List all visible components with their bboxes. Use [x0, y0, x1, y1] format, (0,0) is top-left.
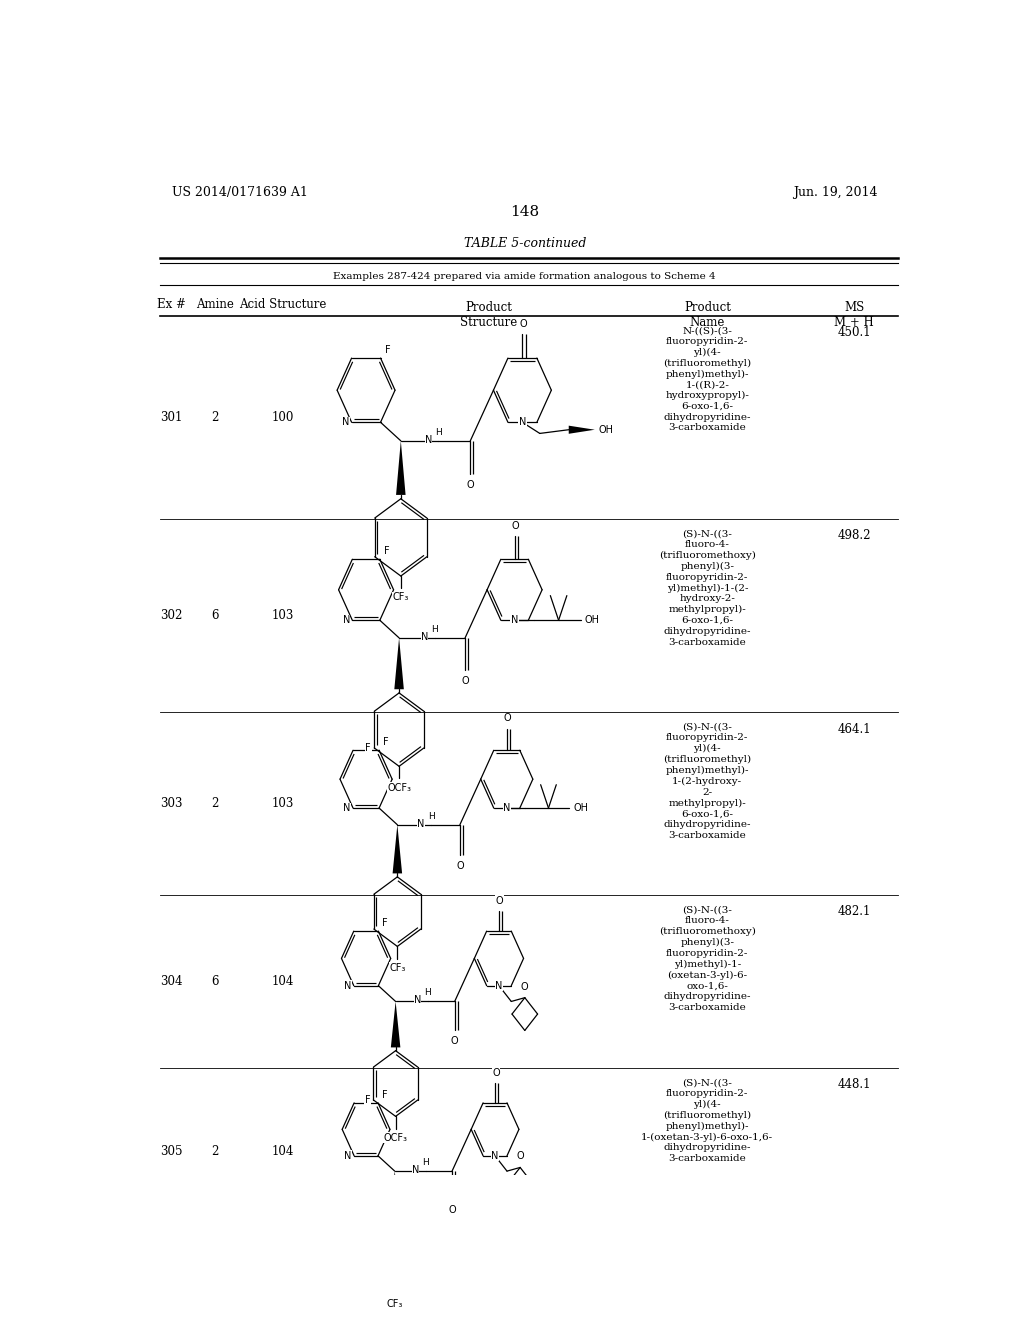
- Text: 482.1: 482.1: [838, 906, 870, 919]
- Text: 103: 103: [271, 797, 294, 810]
- Polygon shape: [568, 425, 595, 434]
- Text: 2: 2: [212, 411, 219, 424]
- Text: CF₃: CF₃: [392, 593, 409, 602]
- Text: O: O: [461, 676, 469, 685]
- Text: (S)-N-((3-
fluoro-4-
(trifluoromethoxy)
phenyl)(3-
fluoropyridin-2-
yl)methyl)-1: (S)-N-((3- fluoro-4- (trifluoromethoxy) …: [658, 906, 756, 1012]
- Text: N: N: [343, 803, 350, 813]
- Text: 103: 103: [271, 610, 294, 622]
- Text: F: F: [385, 345, 390, 355]
- Text: 6: 6: [212, 975, 219, 989]
- Text: OCF₃: OCF₃: [384, 1133, 408, 1143]
- Text: 448.1: 448.1: [838, 1078, 870, 1092]
- Text: F: F: [365, 1096, 371, 1105]
- Text: Product
Structure: Product Structure: [461, 301, 518, 329]
- Text: N: N: [503, 803, 511, 813]
- Text: N: N: [344, 1151, 352, 1160]
- Text: H: H: [431, 624, 438, 634]
- Text: F: F: [382, 1090, 388, 1100]
- Text: Product
Name: Product Name: [684, 301, 731, 329]
- Text: (S)-N-((3-
fluoro-4-
(trifluoromethoxy)
phenyl)(3-
fluoropyridin-2-
yl)methyl)-1: (S)-N-((3- fluoro-4- (trifluoromethoxy) …: [658, 529, 756, 647]
- Text: H: H: [423, 1158, 429, 1167]
- Text: 2: 2: [212, 797, 219, 810]
- Text: O: O: [496, 895, 504, 906]
- Text: O: O: [516, 1151, 524, 1162]
- Text: OH: OH: [573, 803, 588, 813]
- Text: N: N: [425, 434, 432, 445]
- Text: US 2014/0171639 A1: US 2014/0171639 A1: [172, 186, 307, 199]
- Text: O: O: [467, 480, 474, 490]
- Polygon shape: [390, 1171, 399, 1216]
- Text: N: N: [511, 615, 518, 626]
- Text: CF₃: CF₃: [389, 962, 406, 973]
- Text: 302: 302: [161, 610, 183, 622]
- Text: H: H: [435, 428, 441, 437]
- Text: O: O: [449, 1205, 456, 1214]
- Text: N: N: [344, 981, 351, 991]
- Text: 104: 104: [271, 1146, 294, 1159]
- Text: O: O: [456, 861, 464, 871]
- Text: N: N: [496, 981, 503, 991]
- Polygon shape: [394, 638, 403, 689]
- Text: (S)-N-((3-
fluoropyridin-2-
yl)(4-
(trifluoromethyl)
phenyl)methyl)-
1-(2-hydrox: (S)-N-((3- fluoropyridin-2- yl)(4- (trif…: [664, 722, 752, 840]
- Text: H: H: [428, 812, 434, 821]
- Text: Amine: Amine: [197, 297, 234, 310]
- Text: (S)-N-((3-
fluoropyridin-2-
yl)(4-
(trifluoromethyl)
phenyl)methyl)-
1-(oxetan-3: (S)-N-((3- fluoropyridin-2- yl)(4- (trif…: [641, 1078, 773, 1163]
- Polygon shape: [391, 1002, 400, 1047]
- Text: H: H: [424, 989, 431, 998]
- Text: O: O: [521, 982, 528, 991]
- Text: N: N: [418, 818, 425, 829]
- Text: O: O: [519, 319, 527, 329]
- Text: Ex #: Ex #: [158, 297, 186, 310]
- Text: F: F: [383, 737, 389, 747]
- Text: O: O: [504, 714, 511, 723]
- Text: F: F: [384, 546, 389, 556]
- Text: N-((S)-(3-
fluoropyridin-2-
yl)(4-
(trifluoromethyl)
phenyl)methyl)-
1-((R)-2-
h: N-((S)-(3- fluoropyridin-2- yl)(4- (trif…: [664, 326, 752, 433]
- Text: N: N: [412, 1166, 420, 1175]
- Text: OH: OH: [585, 615, 600, 626]
- Text: CF₃: CF₃: [386, 1299, 402, 1309]
- Text: N: N: [519, 417, 526, 428]
- Text: O: O: [451, 1036, 459, 1045]
- Text: N: N: [343, 615, 350, 626]
- Text: 301: 301: [161, 411, 183, 424]
- Text: MS
M + H: MS M + H: [835, 301, 874, 329]
- Text: 305: 305: [161, 1146, 183, 1159]
- Text: 450.1: 450.1: [838, 326, 871, 339]
- Polygon shape: [396, 441, 406, 495]
- Text: 464.1: 464.1: [838, 722, 871, 735]
- Text: F: F: [366, 743, 371, 752]
- Text: 498.2: 498.2: [838, 529, 870, 543]
- Text: 148: 148: [510, 206, 540, 219]
- Text: N: N: [492, 1151, 499, 1160]
- Text: 6: 6: [212, 610, 219, 622]
- Text: N: N: [421, 632, 428, 642]
- Text: Jun. 19, 2014: Jun. 19, 2014: [794, 186, 878, 199]
- Text: OH: OH: [599, 425, 613, 434]
- Text: Acid Structure: Acid Structure: [239, 297, 327, 310]
- Text: 304: 304: [161, 975, 183, 989]
- Text: N: N: [414, 995, 421, 1006]
- Polygon shape: [392, 825, 402, 874]
- Text: O: O: [512, 521, 519, 531]
- Text: F: F: [382, 919, 388, 928]
- Text: 2: 2: [212, 1146, 219, 1159]
- Text: OCF₃: OCF₃: [387, 783, 411, 792]
- Text: N: N: [342, 417, 349, 428]
- Text: Examples 287-424 prepared via amide formation analogous to Scheme 4: Examples 287-424 prepared via amide form…: [334, 272, 716, 281]
- Text: 104: 104: [271, 975, 294, 989]
- Text: O: O: [493, 1068, 500, 1078]
- Text: 303: 303: [161, 797, 183, 810]
- Text: TABLE 5-continued: TABLE 5-continued: [464, 238, 586, 251]
- Text: 100: 100: [271, 411, 294, 424]
